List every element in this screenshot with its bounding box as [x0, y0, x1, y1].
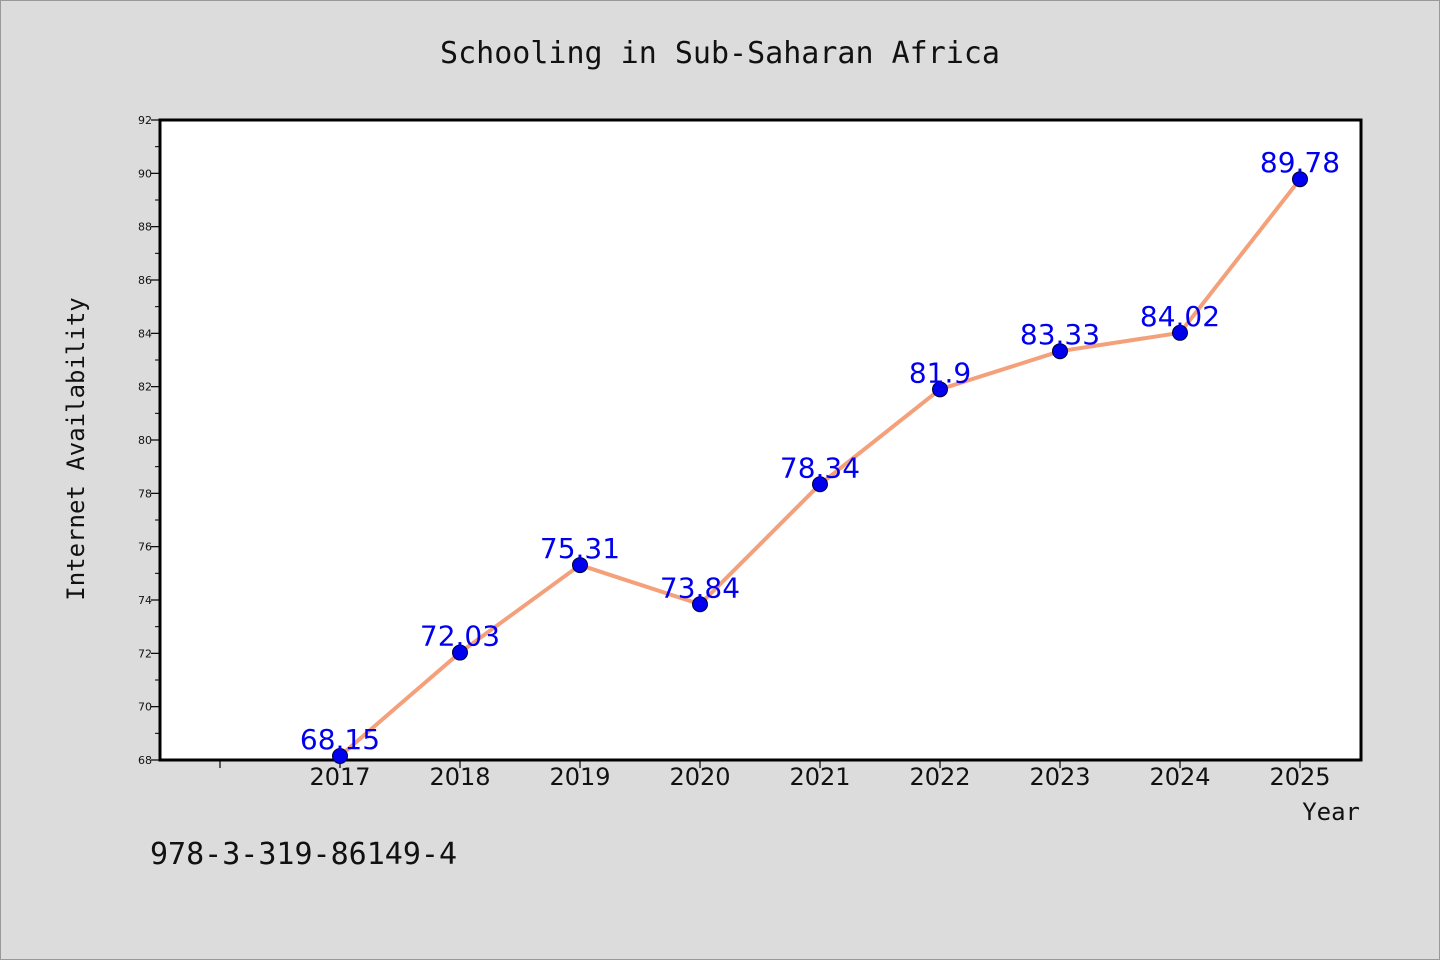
plot-area [158, 118, 1363, 762]
y-tick-label: 80 [138, 434, 152, 447]
y-axis-label: Internet Availability [62, 297, 90, 600]
y-tick-label: 86 [138, 274, 152, 287]
y-tick-label: 88 [138, 221, 152, 234]
x-tick-label: 2021 [789, 763, 850, 791]
data-point-marker [1052, 343, 1068, 360]
data-label: 84.02 [1140, 300, 1220, 333]
x-tick-label: 2024 [1149, 763, 1210, 791]
data-label: 75.31 [540, 532, 620, 565]
y-tick-label: 90 [138, 167, 152, 180]
series-layer: 68.15 72.03 75.31 73.84 78.34 81.9 83.33 84.02 8… [300, 146, 1340, 764]
chart-title: Schooling in Sub-Saharan Africa [440, 36, 1000, 71]
x-tick-label: 2019 [549, 763, 610, 791]
data-point-marker [932, 381, 948, 398]
data-point-marker [1172, 324, 1188, 341]
isbn-annotation: 978-3-319-86149-4 [150, 837, 457, 872]
y-tick-label: 76 [138, 541, 152, 554]
x-axis-label: Year [1302, 798, 1360, 826]
y-tick-label: 68 [138, 754, 152, 767]
x-tick-label: 2025 [1269, 763, 1330, 791]
data-label: 81.9 [909, 356, 971, 389]
y-tick-label: 92 [138, 114, 152, 127]
data-point-marker [332, 748, 348, 764]
data-point-marker [692, 596, 708, 613]
data-label: 73.84 [660, 571, 740, 604]
y-tick-label: 72 [138, 647, 152, 660]
y-tick-label: 74 [138, 594, 152, 607]
data-label: 68.15 [300, 723, 380, 756]
y-tick-label: 84 [138, 327, 152, 340]
data-label: 83.33 [1020, 318, 1100, 351]
x-tick-label: 2020 [669, 763, 730, 791]
x-tick-label: 2022 [909, 763, 970, 791]
data-label: 89.78 [1260, 146, 1340, 179]
x-axis: 2017 2018 2019 2020 2021 2022 2023 2024 2025 [219, 760, 1331, 791]
data-point-marker [452, 644, 468, 661]
y-tick-label: 70 [138, 701, 152, 714]
data-point-marker [812, 476, 828, 493]
y-axis: 68 70 72 74 76 78 80 82 84 86 88 90 92 [138, 114, 160, 767]
y-tick-label: 78 [138, 487, 152, 500]
data-label: 72.03 [420, 620, 500, 653]
x-tick-label: 2018 [429, 763, 490, 791]
data-point-marker [1292, 171, 1308, 188]
x-tick-label: 2023 [1029, 763, 1090, 791]
data-label: 78.34 [780, 451, 860, 484]
data-point-marker [572, 557, 588, 574]
x-tick-label: 2017 [309, 763, 370, 791]
y-tick-label: 82 [138, 381, 152, 394]
